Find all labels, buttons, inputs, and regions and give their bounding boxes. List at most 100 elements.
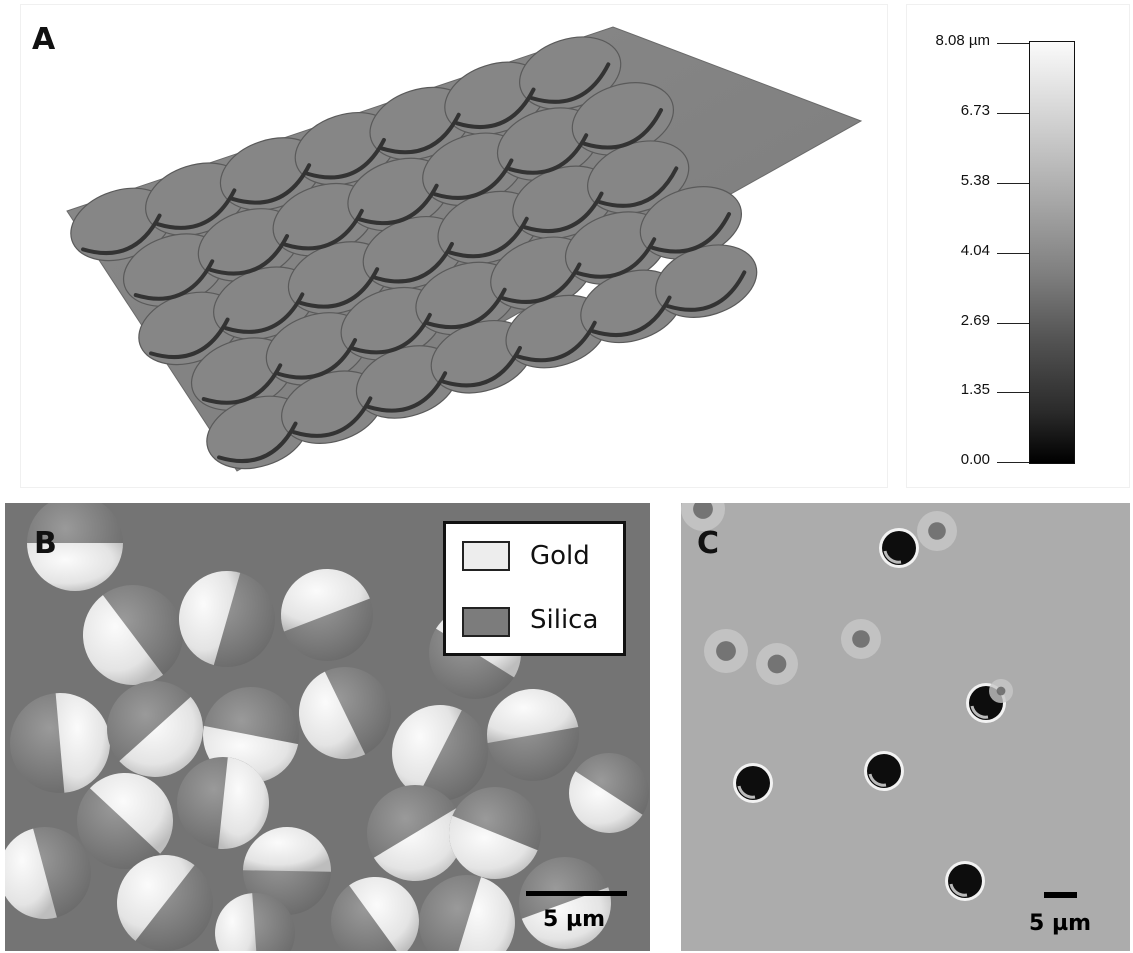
particle-gold-half	[373, 808, 464, 881]
disc-rim	[298, 267, 380, 309]
disc-rim	[591, 295, 672, 337]
dark-particle	[733, 763, 773, 803]
disc-rim	[230, 163, 312, 205]
particle-core	[882, 531, 916, 565]
janus-particles-image	[5, 503, 649, 951]
scale-bar-label: 5 µm	[543, 907, 606, 932]
particle-core	[948, 864, 982, 898]
janus-particle	[177, 757, 269, 849]
disc-rim	[223, 292, 305, 334]
colorbar-tick-label: 8.08 µm	[935, 32, 991, 49]
out-of-focus-particle	[756, 643, 798, 685]
particle-gold-half	[215, 893, 257, 951]
disc-rim	[291, 396, 373, 438]
dark-particle	[879, 528, 919, 568]
janus-particle	[117, 855, 213, 951]
out-of-focus-particle	[917, 511, 957, 551]
disc-rim	[441, 345, 522, 388]
scale-bar-label: 5 µm	[1029, 911, 1092, 936]
janus-particle	[107, 681, 203, 777]
particle-highlight	[737, 785, 756, 799]
dark-particle	[966, 683, 1006, 723]
janus-particle	[82, 585, 183, 685]
disc-rim	[597, 166, 679, 208]
legend-label-gold: Gold	[530, 541, 590, 571]
particle-core	[767, 654, 787, 674]
legend-swatch-gold	[462, 541, 510, 571]
colorbar-tick-label: 6.73	[960, 102, 990, 119]
particle-gold-half	[299, 671, 366, 759]
disc-rim	[155, 188, 237, 230]
disc-rim	[358, 183, 439, 226]
legend: Gold Silica	[443, 521, 626, 656]
colorbar-tick	[997, 113, 1029, 115]
particles-micrograph	[681, 503, 1013, 901]
particle-highlight	[970, 705, 989, 719]
out-of-focus-particle	[704, 629, 748, 673]
colorbar-tick	[997, 43, 1029, 45]
janus-particle	[281, 569, 373, 661]
legend-label-silica: Silica	[530, 605, 599, 635]
dark-particle	[945, 861, 985, 901]
disc-rim	[426, 287, 507, 330]
particle-gold-half	[89, 773, 173, 854]
janus-particle	[10, 693, 110, 793]
particle-gold-half	[82, 595, 164, 685]
colorbar-panel	[906, 4, 1130, 488]
scale-bar	[526, 891, 627, 896]
particle-core	[716, 641, 736, 661]
particle-highlight	[868, 773, 887, 787]
surface-disc	[519, 36, 622, 110]
janus-particle	[519, 857, 611, 949]
colorbar-tick	[997, 462, 1029, 464]
disc-rim	[283, 208, 364, 251]
disc-rim	[217, 421, 298, 463]
particle-gold-half	[218, 757, 269, 849]
disc-rim	[351, 312, 432, 355]
disc-rim	[650, 212, 732, 254]
janus-particle	[5, 827, 91, 919]
legend-swatch-silica	[462, 607, 510, 637]
particle-gold-half	[392, 705, 462, 796]
panel-a-letter: A	[32, 22, 56, 57]
out-of-focus-particle	[681, 503, 725, 531]
disc-rim	[523, 191, 604, 233]
colorbar-tick	[997, 323, 1029, 325]
panel-c-optical-image: 5 µm	[681, 503, 1130, 951]
janus-particle	[243, 827, 331, 915]
disc-rim	[432, 158, 514, 200]
particle-gold-half	[243, 827, 331, 872]
janus-particle	[215, 893, 295, 951]
janus-particle	[27, 503, 123, 591]
out-of-focus-particle	[989, 679, 1013, 703]
janus-particle	[299, 667, 391, 759]
particle-gold-half	[281, 569, 370, 632]
janus-particle	[419, 875, 515, 951]
disc-rim	[149, 317, 230, 359]
particle-core	[736, 766, 770, 800]
particle-core	[693, 503, 713, 519]
janus-particle	[178, 571, 275, 667]
particle-highlight	[949, 883, 968, 897]
panel-c-letter: C	[697, 526, 720, 561]
colorbar-tick-label: 2.69	[960, 312, 990, 329]
disc-rim	[582, 108, 664, 150]
disc-rim	[305, 137, 386, 180]
panel-b-sem-image: Gold Silica 5 µm	[5, 503, 650, 951]
particle-core	[867, 754, 901, 788]
disc-rim	[455, 87, 536, 129]
disc-rim	[500, 262, 582, 304]
particle-gold-half	[178, 571, 241, 666]
particle-core	[996, 686, 1006, 696]
particle-gold-half	[5, 828, 57, 919]
janus-particle	[331, 877, 419, 951]
scale-bar	[1044, 892, 1077, 898]
particle-gold-half	[349, 877, 419, 951]
particle-gold-half	[458, 877, 515, 951]
janus-particle	[448, 787, 541, 879]
height-colorbar	[1029, 41, 1075, 464]
particle-gold-half	[117, 855, 195, 941]
disc-rim	[373, 241, 454, 284]
particle-highlight	[883, 550, 902, 564]
particle-gold-half	[569, 771, 643, 833]
